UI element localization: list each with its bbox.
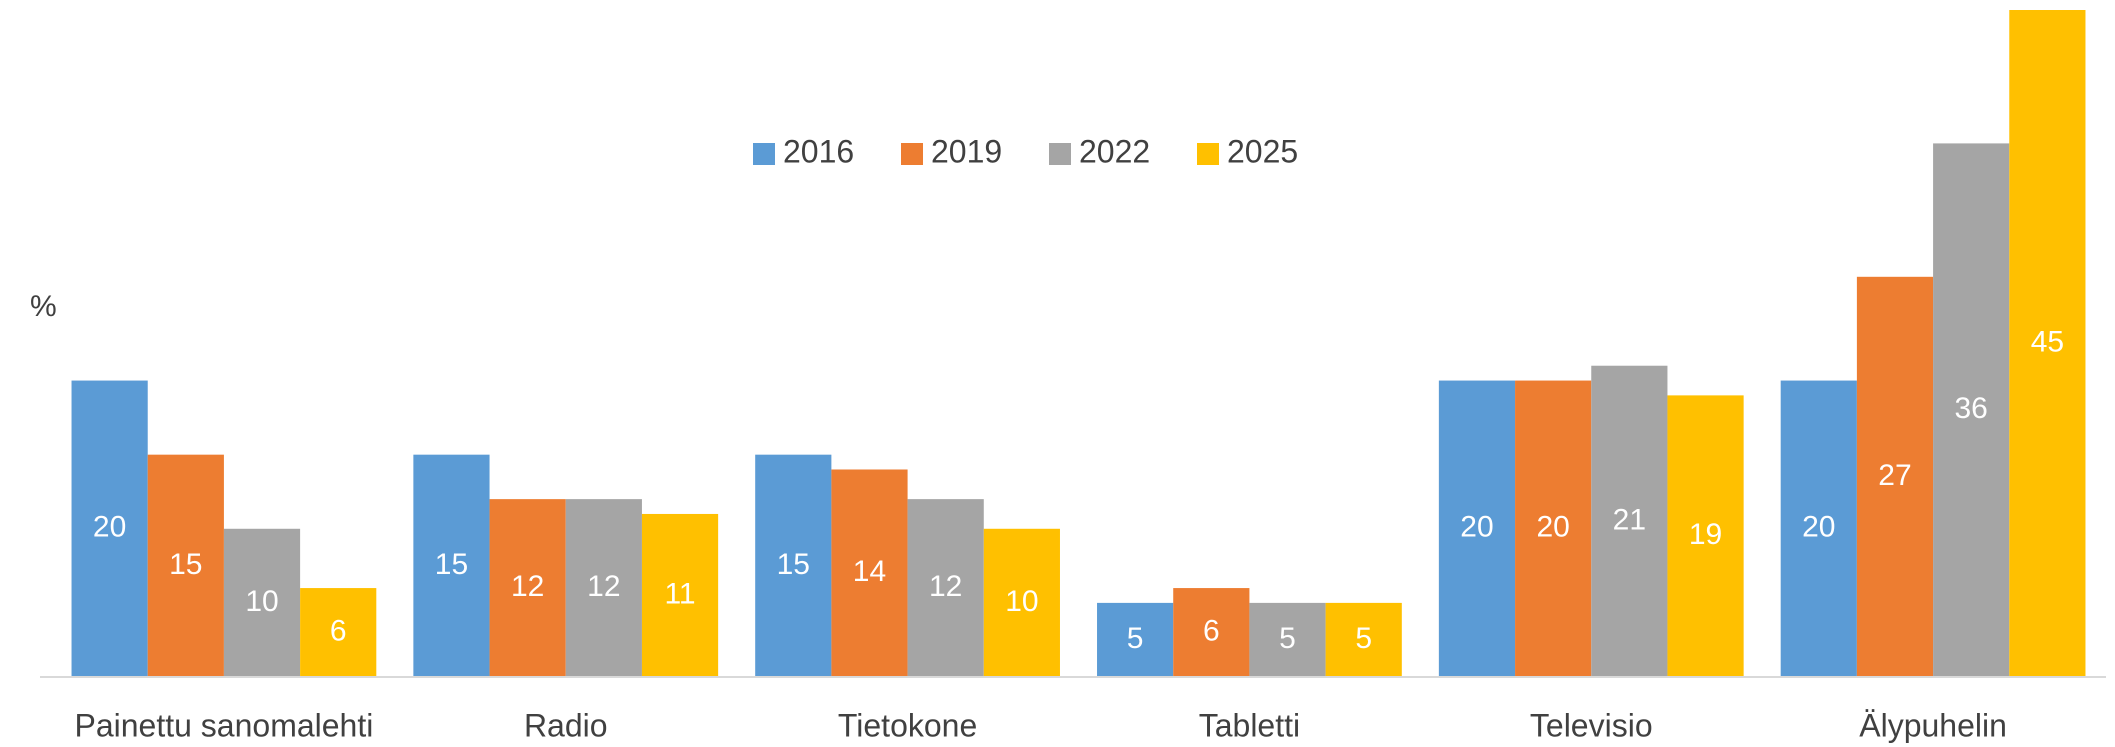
bar [1933,143,2010,677]
data-label: 6 [1203,614,1220,647]
bar [1780,380,1857,677]
bar [755,454,832,677]
bar [71,380,148,677]
bar [300,588,377,677]
data-label: 20 [1460,511,1493,544]
legend-label: 2016 [783,133,854,169]
x-tick-label: Televisio [1530,707,1653,743]
data-label: 15 [777,548,810,581]
bar [147,454,224,677]
data-label: 6 [330,614,347,647]
legend-label: 2022 [1079,133,1150,169]
bar [223,528,301,677]
x-tick-label: Tietokone [838,707,977,743]
data-label: 36 [1954,392,1987,425]
bar [2009,10,2086,677]
data-label: 5 [1355,622,1372,655]
bar [1667,395,1744,677]
data-label: 21 [1613,503,1646,536]
data-label: 10 [245,585,278,618]
bar [1173,588,1250,677]
bar [489,499,566,677]
data-label: 20 [1802,511,1835,544]
bar [1097,602,1174,677]
legend-swatch [1049,143,1071,165]
x-tick-label: Painettu sanomalehti [74,707,373,743]
x-tick-label: Tabletti [1199,707,1300,743]
data-label: 27 [1878,459,1911,492]
legend-swatch [753,143,775,165]
bar [831,469,908,677]
data-label: 10 [1005,585,1038,618]
data-label: 12 [587,570,620,603]
bar [413,454,490,677]
bar [565,499,642,677]
data-label: 14 [853,555,886,588]
data-label: 19 [1689,518,1722,551]
data-label: 12 [929,570,962,603]
x-tick-label: Älypuhelin [1859,707,2007,743]
data-label: 11 [664,577,695,610]
data-label: 20 [93,511,126,544]
bar [1438,380,1516,677]
data-label: 15 [435,548,468,581]
bar [1591,365,1668,677]
data-label: 5 [1279,622,1296,655]
bar [641,513,719,677]
legend-swatch [1197,143,1219,165]
data-label: 45 [2031,325,2064,358]
data-label: 15 [169,548,202,581]
legend-label: 2025 [1227,133,1298,169]
legend-label: 2019 [931,133,1002,169]
bar [1515,380,1592,677]
legend-swatch [901,143,923,165]
y-axis-label: % [30,290,57,323]
data-label: 5 [1127,622,1144,655]
data-label: 12 [511,570,544,603]
data-label: 20 [1536,511,1569,544]
x-tick-label: Radio [524,707,608,743]
bar [983,528,1060,677]
bar [907,499,984,677]
bar [1325,602,1402,677]
bar [1856,276,1934,677]
bar [1249,602,1326,677]
